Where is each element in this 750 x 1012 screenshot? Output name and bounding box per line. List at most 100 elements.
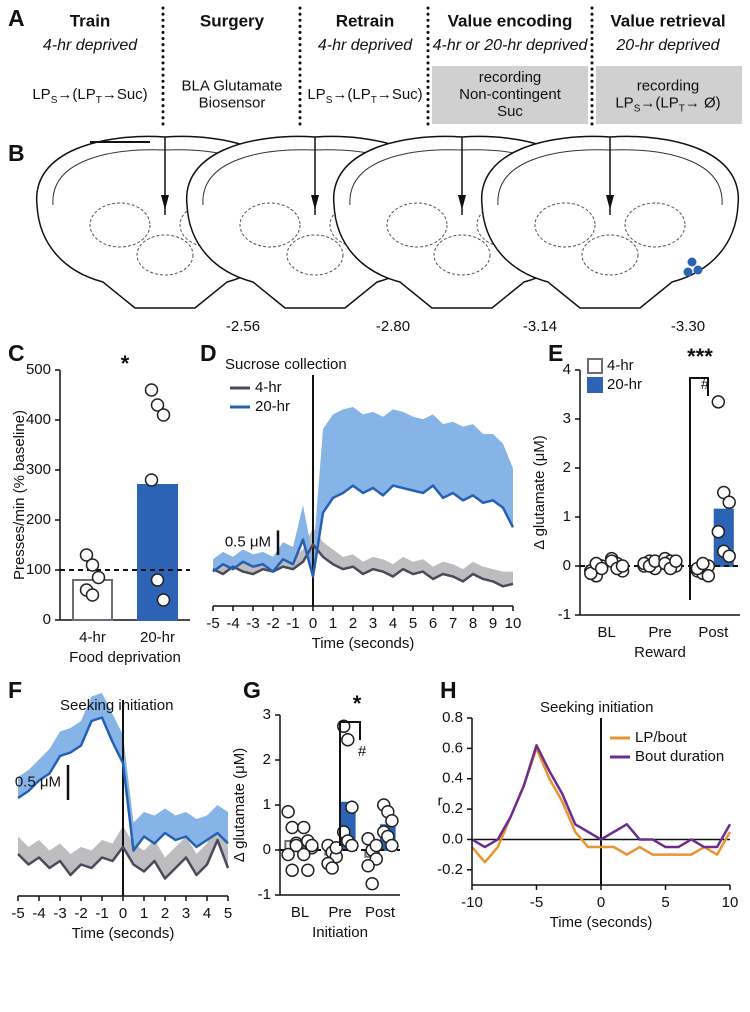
ventricle [458, 195, 466, 210]
error-band [18, 693, 228, 851]
section-label: -3.30 [671, 318, 705, 335]
data-point [345, 800, 359, 814]
text-part: Suc [497, 103, 523, 120]
x-tick-label: Pre [648, 624, 671, 641]
text-part: →(LP [640, 94, 678, 111]
y-tick-label: 0 [563, 557, 571, 574]
x-tick-label: 3 [369, 615, 377, 632]
panel-label: F [8, 677, 22, 703]
significance-mark: * [121, 351, 130, 376]
data-point [91, 570, 106, 585]
procedure-line: Suc [497, 103, 523, 120]
ventricle [311, 195, 319, 210]
text-part: →(LP [57, 86, 95, 103]
bar [72, 579, 113, 621]
significance-mark: # [358, 743, 367, 760]
step-subtitle: 4-hr deprived [318, 37, 413, 54]
data-point [296, 847, 311, 862]
legend-label: 4-hr [255, 379, 282, 396]
x-tick-label: 10 [722, 894, 739, 911]
data-point [150, 573, 165, 587]
x-tick-label: 4 [203, 905, 211, 922]
x-tick-label: -5 [530, 894, 543, 911]
data-point [289, 838, 304, 853]
x-tick-label: 2 [349, 615, 357, 632]
y-tick-label: 0.8 [442, 709, 463, 726]
y-tick-label: 100 [26, 561, 51, 578]
x-tick-label: -3 [246, 615, 259, 632]
panel-label: G [243, 677, 261, 703]
y-axis-label: Δ glutamate (μM) [531, 435, 548, 550]
y-axis-label: Presses/min (% baseline) [11, 410, 28, 580]
x-tick-label: -3 [53, 905, 66, 922]
x-axis-label: Food deprivation [69, 649, 181, 666]
data-point [85, 588, 100, 602]
subscript: T [679, 104, 685, 115]
x-tick-label: -10 [461, 894, 483, 911]
x-tick-label: -4 [226, 615, 239, 632]
legend-label: 20-hr [255, 398, 290, 415]
y-tick-label: 500 [26, 361, 51, 378]
y-tick-label: 1 [263, 796, 271, 813]
x-tick-label: BL [291, 904, 309, 921]
y-tick-label: 400 [26, 411, 51, 428]
x-tick-label: Pre [328, 904, 351, 921]
data-point [341, 733, 355, 747]
panel-label: H [440, 677, 457, 703]
x-tick-label: -5 [11, 905, 24, 922]
y-tick-label: 0 [263, 841, 271, 858]
text-part: → Ø) [685, 94, 721, 111]
data-point [711, 395, 726, 409]
procedure-line: LPS→(LPT→Suc) [307, 86, 422, 106]
recording-site [693, 265, 703, 275]
data-point [722, 549, 736, 563]
panel-label: B [8, 140, 25, 166]
legend-swatch [587, 358, 603, 374]
y-tick-label: 0.0 [442, 830, 463, 847]
y-axis-label: Δ glutamate (μM) [231, 748, 248, 863]
structure [534, 202, 596, 248]
x-tick-label: -1 [286, 615, 299, 632]
significance-mark: * [353, 691, 362, 716]
y-tick-label: -1 [258, 886, 271, 903]
step-title: Value encoding [448, 11, 573, 30]
scale-bar-label: 0.5 μM [225, 534, 271, 551]
text-part: →Suc) [102, 86, 148, 103]
text-part: recording [479, 69, 542, 86]
text-part: →Suc) [377, 86, 423, 103]
y-tick-label: 2 [263, 751, 271, 768]
y-tick-label: 0 [43, 611, 51, 628]
error-band [213, 527, 513, 587]
brain-outline [481, 135, 739, 309]
x-tick-label: 3 [182, 905, 190, 922]
procedure-box [432, 66, 588, 124]
error-band [18, 819, 228, 879]
procedure-box [596, 66, 742, 124]
data-point [325, 861, 339, 875]
y-tick-label: 3 [263, 706, 271, 723]
legend-label: 20-hr [607, 376, 642, 393]
y-tick-label: 200 [26, 511, 51, 528]
x-tick-label: Post [698, 624, 729, 641]
procedure-line: recording [637, 77, 700, 94]
text-part: Biosensor [199, 94, 266, 111]
subscript: S [326, 95, 333, 106]
section-label: -2.80 [376, 318, 410, 335]
y-tick-label: 2 [563, 459, 571, 476]
section-label: -2.56 [226, 318, 260, 335]
x-tick-label: -2 [266, 615, 279, 632]
x-tick-label: 9 [489, 615, 497, 632]
legend-label: Bout duration [635, 748, 724, 765]
y-tick-label: 3 [563, 410, 571, 427]
x-tick-label: -1 [95, 905, 108, 922]
data-point [361, 859, 375, 873]
text-part: BLA Glutamate [182, 77, 283, 94]
x-axis-label: Initiation [312, 924, 368, 941]
y-tick-label: -0.2 [437, 861, 463, 878]
x-axis-label: Time (seconds) [550, 914, 653, 931]
significance-bracket [339, 721, 361, 846]
step-subtitle: 4-hr or 20-hr deprived [433, 37, 589, 54]
x-tick-label: 1 [140, 905, 148, 922]
procedure-line: LPS→(LPT→ Ø) [615, 94, 720, 114]
structure [433, 234, 491, 276]
